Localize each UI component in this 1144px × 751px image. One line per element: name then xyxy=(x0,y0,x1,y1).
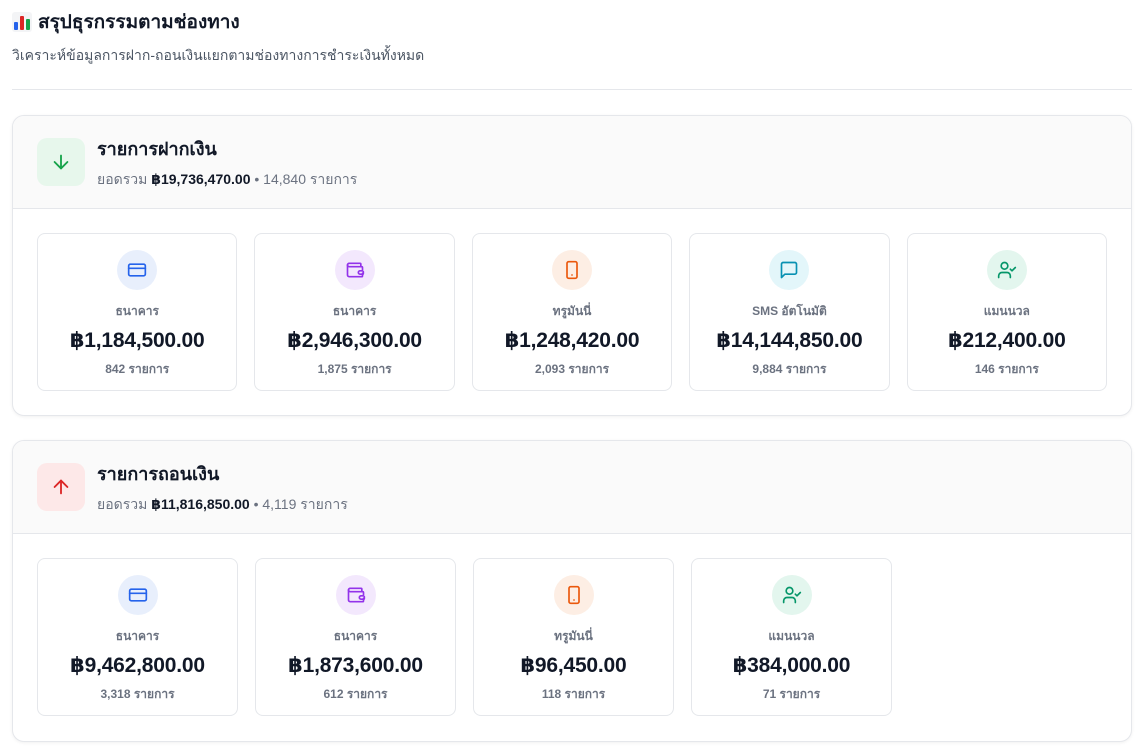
deposit-title: รายการฝากเงิน xyxy=(97,138,217,159)
card-label: ธนาคาร xyxy=(333,629,378,643)
deposit-total-amount: ฿19,736,470.00 xyxy=(151,170,251,187)
bar-chart-icon xyxy=(12,12,32,32)
withdraw-total-amount: ฿11,816,850.00 xyxy=(151,495,250,512)
deposit-cards: ธนาคาร ฿1,184,500.00 842 รายการ ธนาคาร ฿… xyxy=(13,209,1131,391)
user-check-icon xyxy=(771,575,812,615)
withdraw-total-label: ยอดรวม xyxy=(97,495,148,512)
deposit-card-wallet: ธนาคาร ฿2,946,300.00 1,875 รายการ xyxy=(254,233,455,391)
withdraw-section-header: รายการถอนเงิน ยอดรวม ฿11,816,850.00 • 4,… xyxy=(13,441,1131,534)
deposit-card-manual: แมนนวล ฿212,400.00 146 รายการ xyxy=(906,233,1108,391)
deposit-card-sms: SMS อัตโนมัติ ฿14,144,850.00 9,884 รายกา… xyxy=(689,233,890,391)
deposit-summary: ยอดรวม ฿19,736,470.00 • 14,840 รายการ xyxy=(97,169,357,191)
wallet-icon xyxy=(335,575,376,615)
card-count: 3,318 รายการ xyxy=(100,687,175,701)
title-row: สรุปธุรกรรมตามช่องทาง xyxy=(12,8,1132,36)
card-label: ธนาคาร xyxy=(332,304,377,318)
withdraw-card-bank: ธนาคาร ฿9,462,800.00 3,318 รายการ xyxy=(37,558,238,716)
deposit-section-header: รายการฝากเงิน ยอดรวม ฿19,736,470.00 • 14… xyxy=(13,116,1131,209)
withdraw-card-truemoney: ทรูมันนี่ ฿96,450.00 118 รายการ xyxy=(473,558,674,716)
arrow-down-icon xyxy=(37,138,85,186)
card-label: แมนนวล xyxy=(983,304,1030,318)
card-count: 842 รายการ xyxy=(105,362,170,376)
deposit-total-count: • 14,840 รายการ xyxy=(254,170,358,187)
card-amount: ฿1,184,500.00 xyxy=(69,329,205,352)
card-count: 118 รายการ xyxy=(541,687,606,701)
withdraw-cards: ธนาคาร ฿9,462,800.00 3,318 รายการ ธนาคาร… xyxy=(13,534,1131,716)
card-amount: ฿384,000.00 xyxy=(732,654,851,677)
card-amount: ฿1,873,600.00 xyxy=(288,654,423,677)
smartphone-icon xyxy=(552,250,593,290)
deposit-card-bank: ธนาคาร ฿1,184,500.00 842 รายการ xyxy=(37,233,238,391)
withdraw-summary: ยอดรวม ฿11,816,850.00 • 4,119 รายการ xyxy=(97,494,348,516)
withdraw-title: รายการถอนเงิน xyxy=(97,463,220,484)
deposit-total-label: ยอดรวม xyxy=(97,170,148,187)
withdraw-card-manual: แมนนวล ฿384,000.00 71 รายการ xyxy=(691,558,892,716)
withdraw-card-wallet: ธนาคาร ฿1,873,600.00 612 รายการ xyxy=(255,558,456,716)
card-count: 612 รายการ xyxy=(323,687,388,701)
card-amount: ฿9,462,800.00 xyxy=(70,654,205,677)
card-count: 2,093 รายการ xyxy=(535,362,610,376)
wallet-icon xyxy=(334,250,375,290)
card-label: แมนนวล xyxy=(768,629,815,643)
deposit-section: รายการฝากเงิน ยอดรวม ฿19,736,470.00 • 14… xyxy=(12,115,1132,416)
card-count: 1,875 รายการ xyxy=(317,362,392,376)
card-amount: ฿212,400.00 xyxy=(948,329,1066,352)
card-amount: ฿14,144,850.00 xyxy=(716,329,863,352)
card-amount: ฿2,946,300.00 xyxy=(287,329,422,352)
message-icon xyxy=(769,250,810,290)
page-subtitle: วิเคราะห์ข้อมูลการฝาก-ถอนเงินแยกตามช่องท… xyxy=(12,47,425,63)
card-label: ทรูมันนี่ xyxy=(552,304,592,318)
card-count: 9,884 รายการ xyxy=(752,362,827,376)
card-count: 71 รายการ xyxy=(762,687,821,701)
withdraw-total-count: • 4,119 รายการ xyxy=(253,495,348,512)
credit-card-icon xyxy=(117,575,158,615)
withdraw-section: รายการถอนเงิน ยอดรวม ฿11,816,850.00 • 4,… xyxy=(12,440,1132,742)
card-amount: ฿1,248,420.00 xyxy=(504,329,640,352)
card-label: ธนาคาร xyxy=(115,304,159,318)
card-count: 146 รายการ xyxy=(974,362,1039,376)
card-label: SMS อัตโนมัติ xyxy=(752,304,827,318)
page-title: สรุปธุรกรรมตามช่องทาง xyxy=(38,12,240,33)
smartphone-icon xyxy=(553,575,594,615)
arrow-up-icon xyxy=(37,463,85,511)
card-amount: ฿96,450.00 xyxy=(520,654,627,677)
page-header: สรุปธุรกรรมตามช่องทาง วิเคราะห์ข้อมูลการ… xyxy=(12,0,1132,90)
deposit-card-truemoney: ทรูมันนี่ ฿1,248,420.00 2,093 รายการ xyxy=(471,233,673,391)
card-label: ทรูมันนี่ xyxy=(554,629,593,643)
card-label: ธนาคาร xyxy=(115,629,160,643)
user-check-icon xyxy=(986,250,1027,290)
credit-card-icon xyxy=(117,250,158,290)
